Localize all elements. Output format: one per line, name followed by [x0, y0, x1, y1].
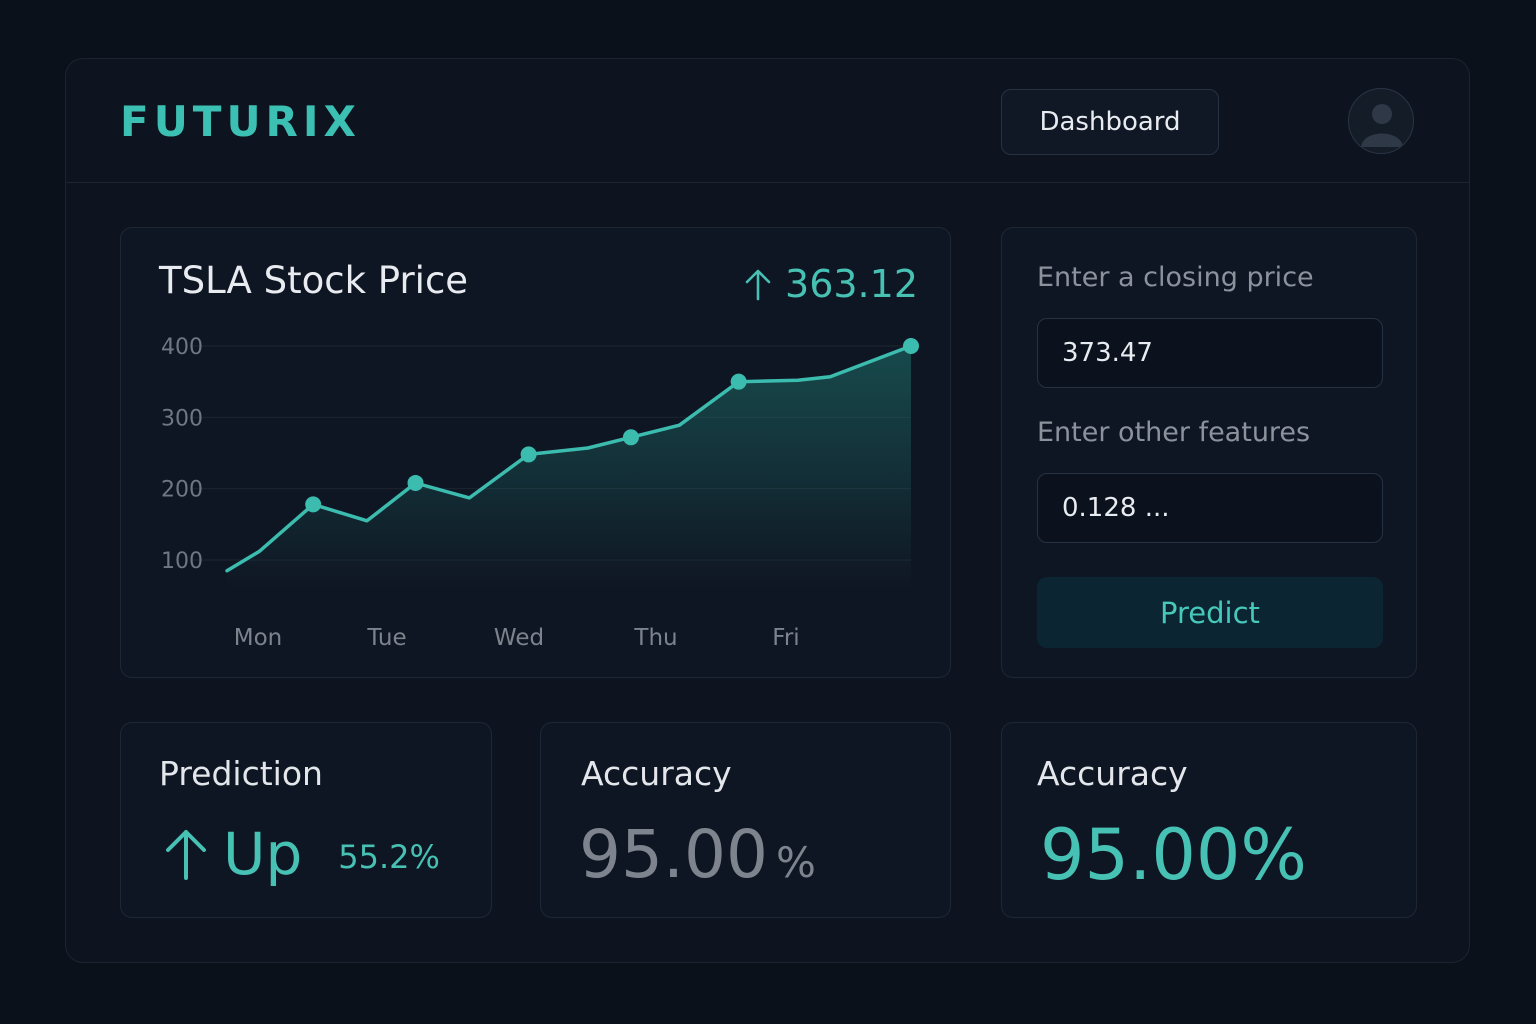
- predict-button[interactable]: Predict: [1037, 577, 1383, 648]
- top-bar: FUTURIX Dashboard: [66, 59, 1469, 183]
- x-tick-label: Wed: [494, 625, 544, 651]
- y-tick-label: 200: [161, 478, 203, 503]
- accuracy-value: 95.00%: [1040, 814, 1307, 896]
- accuracy-value: 95.00 %: [579, 815, 816, 903]
- prediction-title: Prediction: [159, 754, 323, 793]
- price-area: [227, 346, 911, 588]
- accuracy-card-highlight: Accuracy 95.00%: [1001, 722, 1417, 918]
- accuracy-number: 95.00: [579, 816, 768, 893]
- stock-chart-card: TSLA Stock Price 363.12 400 300 200 100 Mon T…: [120, 227, 951, 678]
- x-tick-label: Fri: [772, 625, 799, 651]
- arrow-up-icon: [166, 830, 206, 880]
- logo: FUTURIX: [120, 97, 361, 146]
- features-label: Enter other features: [1037, 417, 1311, 448]
- prediction-percent: 55.2%: [338, 838, 440, 876]
- y-tick-label: 100: [161, 549, 203, 574]
- accuracy-title: Accuracy: [581, 754, 732, 793]
- data-point: [305, 496, 322, 513]
- accuracy-title: Accuracy: [1037, 754, 1188, 793]
- data-point: [407, 474, 424, 491]
- user-icon: [1361, 104, 1403, 147]
- accuracy-unit: %: [775, 838, 816, 887]
- closing-price-label: Enter a closing price: [1037, 262, 1314, 293]
- prediction-form: Enter a closing price Enter other featur…: [1001, 227, 1417, 678]
- data-point: [730, 373, 747, 390]
- x-tick-label: Thu: [633, 625, 677, 651]
- y-tick-label: 300: [161, 406, 203, 431]
- features-input[interactable]: [1037, 473, 1383, 543]
- data-point: [903, 338, 919, 354]
- price-value: 363.12: [785, 262, 918, 306]
- data-point: [520, 446, 537, 463]
- arrow-up-icon: [745, 269, 771, 301]
- data-point: [622, 429, 639, 446]
- user-avatar[interactable]: [1348, 88, 1414, 154]
- current-price: 363.12: [743, 261, 918, 307]
- prediction-result: Up 55.2%: [163, 819, 440, 889]
- closing-price-input[interactable]: [1037, 318, 1383, 388]
- price-line: [225, 344, 913, 573]
- chart-title: TSLA Stock Price: [159, 259, 469, 302]
- x-tick-label: Tue: [366, 625, 406, 651]
- y-tick-label: 400: [161, 335, 203, 360]
- prediction-direction: Up: [223, 820, 303, 888]
- dashboard-button[interactable]: Dashboard: [1001, 89, 1219, 155]
- x-tick-label: Mon: [234, 625, 283, 651]
- accuracy-card: Accuracy 95.00 %: [540, 722, 951, 918]
- price-line-chart: 400 300 200 100 Mon Tue Wed Thu Fri: [161, 335, 919, 651]
- prediction-card: Prediction Up 55.2%: [120, 722, 492, 918]
- app-frame: FUTURIX Dashboard TSLA Stock Price 363.1…: [65, 58, 1470, 963]
